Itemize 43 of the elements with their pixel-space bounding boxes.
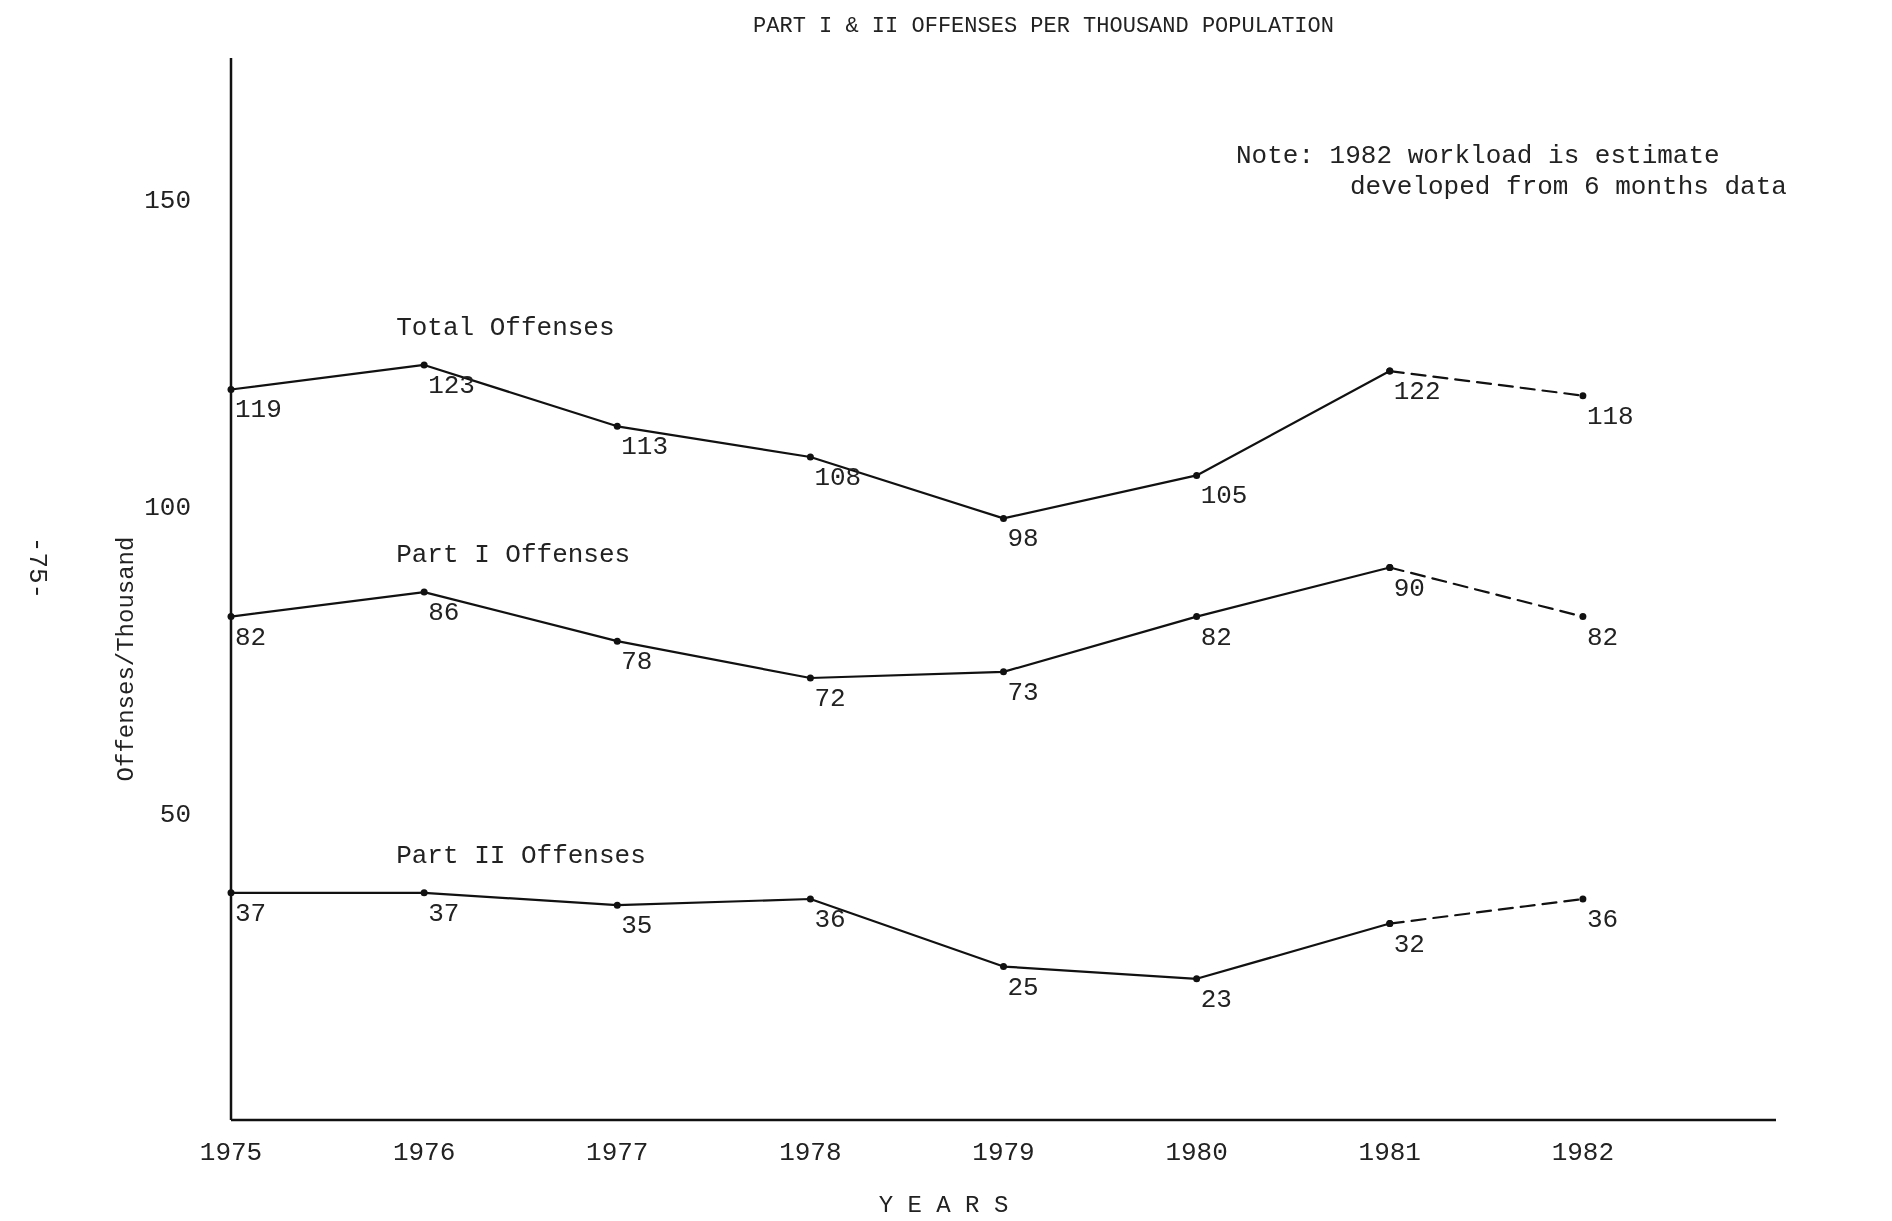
y-axis-title: Offenses/Thousand xyxy=(113,536,140,782)
data-label: 78 xyxy=(621,647,653,678)
data-label: 86 xyxy=(428,598,460,629)
data-label: 36 xyxy=(1586,905,1619,936)
x-tick-label: 1975 xyxy=(199,1138,263,1168)
data-label: 32 xyxy=(1393,929,1425,960)
data-label: 72 xyxy=(814,684,846,715)
data-label: 105 xyxy=(1200,481,1248,512)
data-label: 37 xyxy=(428,898,460,929)
data-label: 90 xyxy=(1393,573,1425,604)
chart-title: PART I & II OFFENSES PER THOUSAND POPULATION xyxy=(753,14,1334,39)
series-label: Total Offenses xyxy=(396,312,615,343)
data-label: 108 xyxy=(814,463,862,494)
data-label: 82 xyxy=(1200,622,1232,653)
data-label: 122 xyxy=(1393,377,1441,408)
x-tick-label: 1979 xyxy=(972,1138,1035,1168)
data-label: 118 xyxy=(1586,401,1634,432)
y-tick-label: 100 xyxy=(144,493,191,524)
data-label: 35 xyxy=(621,911,653,942)
text: -75- xyxy=(22,536,52,600)
data-label: 73 xyxy=(1007,677,1039,708)
data-label: 23 xyxy=(1200,984,1232,1015)
x-axis-title: Y E A R S xyxy=(878,1192,1009,1219)
x-tick-label: 1978 xyxy=(779,1138,842,1168)
data-label: 113 xyxy=(621,432,669,463)
series-label: Part II Offenses xyxy=(396,840,646,871)
x-tick-label: 1981 xyxy=(1358,1138,1421,1168)
data-label: 37 xyxy=(235,898,267,929)
y-tick-label: 50 xyxy=(159,800,191,831)
annotation: Note: 1982 workload is estimate developed from 6 months data xyxy=(1236,141,1787,202)
series-label: Part I Offenses xyxy=(396,540,631,571)
x-tick-label: 1980 xyxy=(1165,1138,1228,1168)
data-label: 98 xyxy=(1007,524,1039,555)
y-tick-label: 150 xyxy=(144,186,191,217)
x-tick-label: 1977 xyxy=(586,1138,649,1168)
data-label: 119 xyxy=(235,395,282,426)
data-label: 82 xyxy=(1586,622,1619,653)
data-label: 82 xyxy=(235,622,267,653)
data-label: 25 xyxy=(1007,972,1039,1003)
x-tick-label: 1976 xyxy=(392,1138,456,1168)
x-tick-label: 1982 xyxy=(1551,1138,1615,1168)
data-label: 36 xyxy=(814,905,846,936)
data-label: 123 xyxy=(428,370,475,401)
